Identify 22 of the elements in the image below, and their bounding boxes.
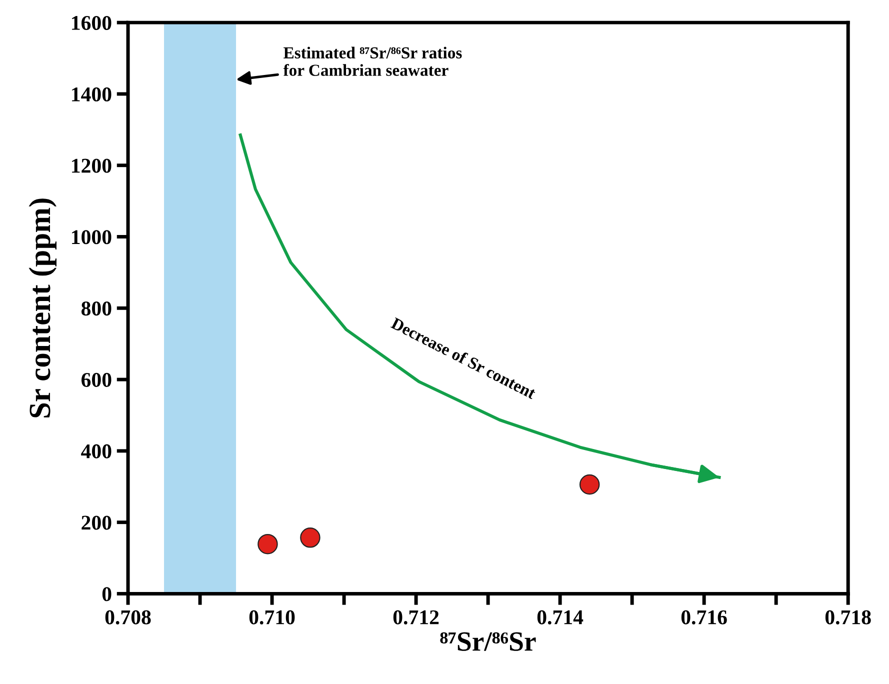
point xyxy=(258,534,278,554)
y-tick-label: 200 xyxy=(82,516,112,530)
point xyxy=(579,474,600,495)
line-series xyxy=(238,133,721,479)
x-axis-title: ⁸⁷Sr/⁸⁶Sr xyxy=(440,632,536,651)
y-tick-label: 1200 xyxy=(72,158,112,173)
x-tick-label: 0.712 xyxy=(393,610,439,624)
x-tick-label: 0.716 xyxy=(681,610,727,624)
y-tick-label: 0 xyxy=(102,587,112,602)
y-tick-label: 1400 xyxy=(72,87,112,102)
y-tick-label: 1600 xyxy=(72,16,112,30)
point xyxy=(300,528,320,548)
x-tick-label: 0.710 xyxy=(249,610,295,624)
y-axis-title: Sr content (ppm) xyxy=(28,198,56,418)
y-tick-label: 800 xyxy=(81,302,112,316)
x-tick-label: 0.718 xyxy=(825,610,871,624)
x-tick-label: 0.708 xyxy=(105,610,151,624)
y-tick-label: 1000 xyxy=(72,230,112,244)
band-label: Estimated ⁸⁷Sr/⁸⁶Sr ratios for Cambrian seawater xyxy=(283,46,462,76)
y-tick-label: 600 xyxy=(82,372,112,387)
x-tick-label: 0.714 xyxy=(537,610,584,624)
y-tick-label: 400 xyxy=(81,444,112,458)
